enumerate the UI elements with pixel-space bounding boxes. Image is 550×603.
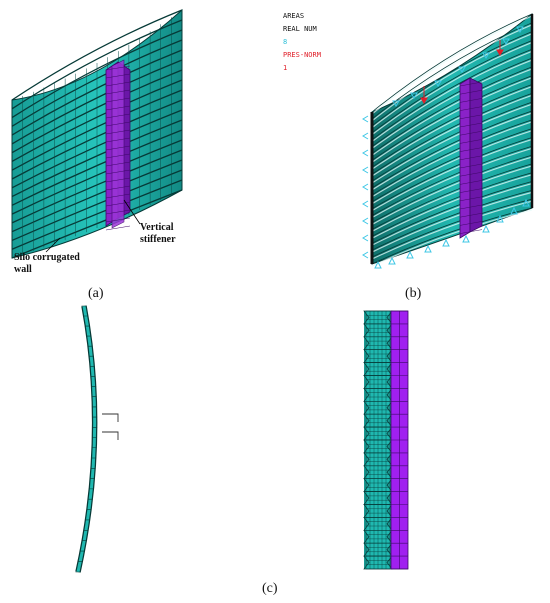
support-symbols-b [362, 26, 530, 269]
legend: AREAS REAL NUM 8 PRES-NORM 1 [283, 10, 321, 75]
wall-label-line2: wall [14, 264, 32, 275]
vertical-stiffener-a [105, 59, 131, 231]
legend-value-2: 1 [283, 64, 288, 72]
caption-b: (b) [405, 286, 422, 301]
wall-front-strip [363, 310, 393, 570]
stiffener-label: Vertical stiffener [140, 222, 176, 246]
silo-corrugated-wall-b [371, 12, 533, 267]
vertical-stiffener-b [459, 77, 483, 239]
legend-line-pres-norm: PRES-NORM [283, 51, 321, 59]
legend-line-real-num: REAL NUM [283, 25, 317, 33]
stiffener-leader [123, 199, 141, 225]
caption-a: (a) [88, 286, 104, 301]
wall-label-line1: Silo corrugated [14, 252, 80, 263]
wall-label: Silo corrugated wall [14, 252, 80, 276]
stiffener-front-strip [390, 310, 409, 570]
legend-value-1: 8 [283, 38, 288, 46]
boundary-edge-b [370, 14, 534, 264]
pressure-arrows-b [420, 40, 504, 104]
caption-c: (c) [262, 581, 278, 596]
silo-corrugated-wall-a [11, 8, 183, 259]
stiffener-section [102, 413, 119, 440]
stiffener-label-line1: Vertical [140, 222, 174, 233]
legend-line-areas: AREAS [283, 12, 305, 20]
wall-section-view [75, 305, 98, 573]
wall-leader [45, 237, 61, 253]
stiffener-label-line2: stiffener [140, 234, 176, 245]
